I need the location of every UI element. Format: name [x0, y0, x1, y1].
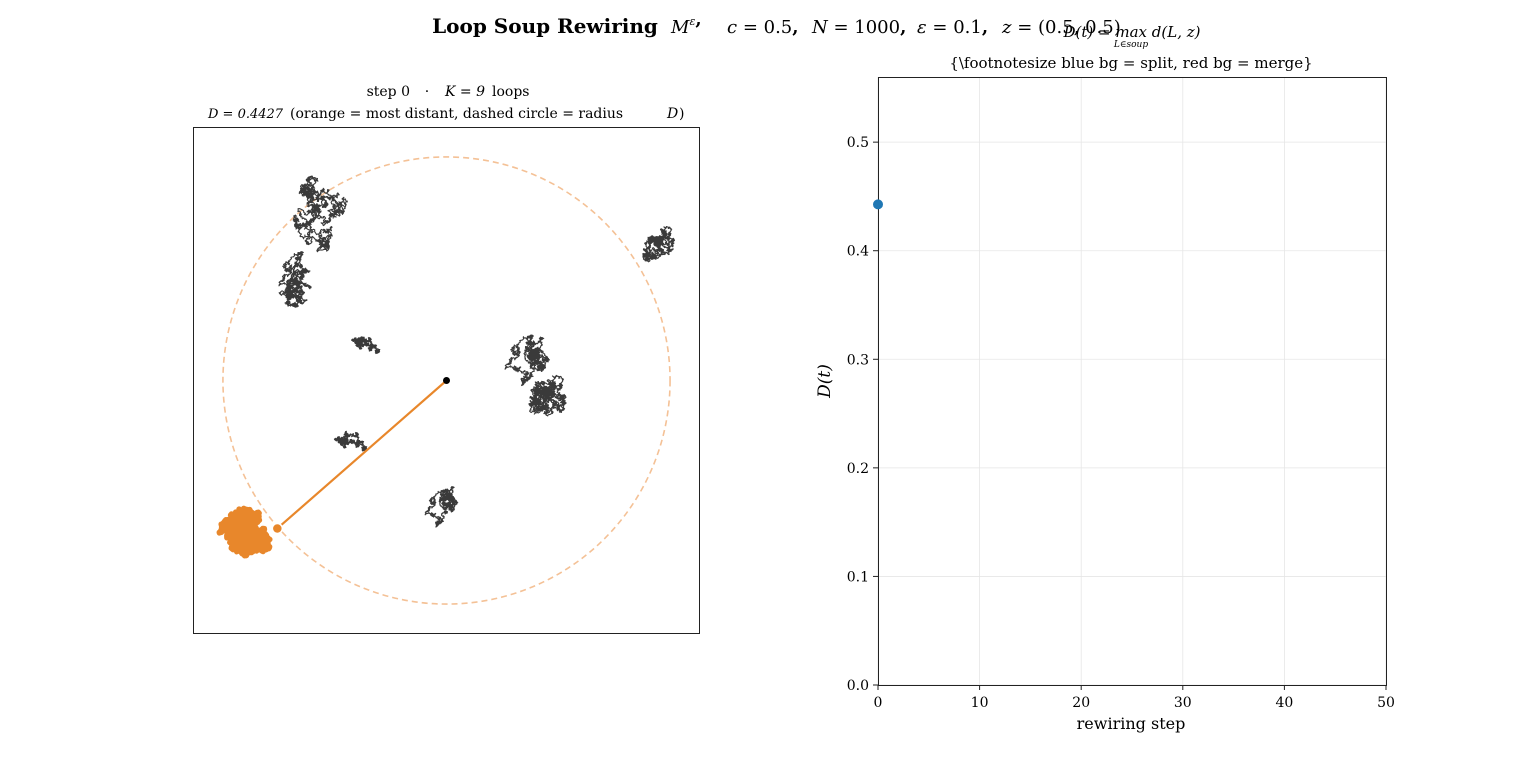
loop-1	[278, 251, 312, 308]
d-vs-step-plot: 0 10 20 30 40 50 0.0 0.1 0.2 0.3 0.4 0.5	[847, 77, 1395, 711]
loop-soup-plot	[216, 156, 676, 605]
left-title-step: step 0	[367, 84, 410, 100]
loop-0	[292, 175, 348, 253]
x-axis-label: rewiring step	[1077, 714, 1186, 733]
suptitle-param-2: N = 1000,	[811, 17, 906, 38]
suptitle-param-3: ε = 0.1,	[917, 17, 988, 38]
x-tick-label-3: 30	[1174, 695, 1192, 711]
left-title-D: D = 0.4427	[207, 107, 284, 122]
x-tick-label-1: 10	[971, 695, 989, 711]
data-point-0-0	[873, 199, 883, 210]
y-tick-label-1: 0.1	[847, 569, 869, 585]
x-tick-label-5: 50	[1377, 695, 1395, 711]
loop-soup-plot-frame	[193, 127, 700, 634]
radius-circle	[222, 156, 671, 605]
suptitle: Loop Soup Rewiring	[432, 14, 658, 38]
x-tick-label-2: 20	[1072, 695, 1090, 711]
right-panel-title: D(t) = max d(L, z) L∈soup {\footnotesize…	[949, 23, 1312, 72]
y-tick-label-3: 0.3	[847, 352, 869, 368]
x-tick-label-4: 40	[1275, 695, 1293, 711]
left-panel-title: step 0 · K = 9 loops D = 0.4427 (orange …	[207, 84, 684, 122]
farthest-point	[271, 522, 284, 535]
left-title-note-end: )	[679, 106, 684, 122]
line-plot-frame	[878, 77, 1387, 686]
center-point	[443, 377, 450, 384]
y-tick-label-2: 0.2	[847, 461, 869, 477]
left-title-loops: K = 9	[444, 84, 485, 100]
loop-6	[333, 430, 368, 452]
suptitle-params: Mε, c = 0.5, N = 1000, ε = 0.1, z = (0.5, 0.…	[670, 9, 1121, 38]
left-title-note: (orange = most distant, dashed circle = …	[290, 106, 623, 122]
loop-5	[528, 374, 567, 417]
left-title-sep: ·	[425, 84, 429, 100]
distance-line	[276, 379, 448, 530]
x-tick-label-0: 0	[874, 695, 883, 711]
right-title-top-sub: L∈soup	[1113, 40, 1148, 50]
most-distant-loop	[216, 505, 273, 559]
left-title-note-var: D	[666, 106, 678, 122]
loop-4	[504, 334, 551, 387]
right-title: {\footnotesize blue bg = split, red bg =…	[949, 54, 1312, 72]
suptitle-param-0: Mε,	[670, 9, 702, 38]
y-axis-label: D(t)	[815, 364, 835, 399]
loop-2	[642, 225, 676, 263]
right-title-top: D(t) = max d(L, z)	[1063, 23, 1201, 41]
y-tick-label-0: 0.0	[847, 678, 869, 694]
y-tick-label-4: 0.4	[847, 244, 869, 260]
suptitle-param-4: z = (0.5, 0.5)	[1001, 17, 1121, 38]
y-tick-label-5: 0.5	[847, 135, 869, 151]
suptitle-param-1: c = 0.5,	[727, 17, 799, 38]
left-title-loops-suffix: loops	[492, 84, 529, 100]
loop-7	[424, 486, 459, 528]
loop-3	[351, 336, 381, 355]
